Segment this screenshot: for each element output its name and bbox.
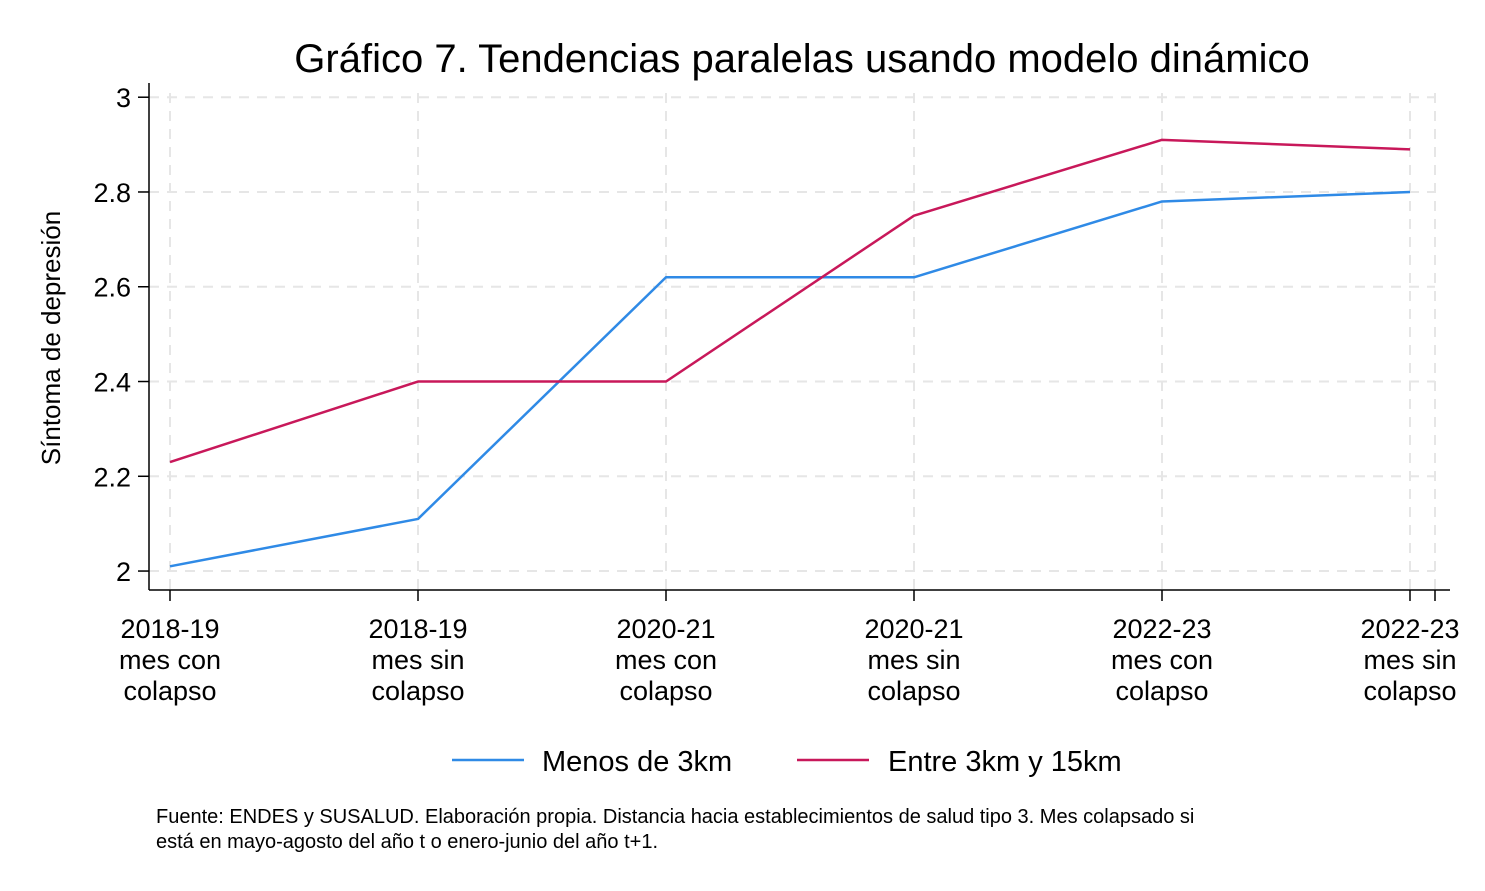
x-tick-label-0-line-0: 2018-19 <box>120 614 219 644</box>
x-tick-label-1-line-2: colapso <box>371 676 464 706</box>
x-tick-label-2-line-1: mes con <box>615 645 717 675</box>
x-tick-label-3-line-2: colapso <box>867 676 960 706</box>
series-line-1 <box>169 138 1411 464</box>
series-line-0 <box>169 190 1411 568</box>
x-tick-label-5-line-1: mes sin <box>1363 645 1456 675</box>
x-tick-label-4: 2022-23 mes con colapso <box>1111 614 1213 706</box>
grid-lines <box>149 93 1436 590</box>
x-tick-label-1-line-1: mes sin <box>371 645 464 675</box>
chart-title: Gráfico 7. Tendencias paralelas usando m… <box>294 37 1309 81</box>
source-note-line-1: Fuente: ENDES y SUSALUD. Elaboración pro… <box>156 806 1194 828</box>
x-tick-label-3-line-1: mes sin <box>867 645 960 675</box>
legend-label-0: Menos de 3km <box>542 746 732 778</box>
x-tick-label-3: 2020-21 mes sin colapso <box>864 614 963 706</box>
y-tick-label-2: 2.4 <box>93 368 131 398</box>
y-axis-label: Síntoma de depresión <box>36 211 66 465</box>
x-tick-label-0-line-2: colapso <box>123 676 216 706</box>
x-tick-label-4-line-2: colapso <box>1115 676 1208 706</box>
source-note-line-2: está en mayo-agosto del año t o enero-ju… <box>156 831 658 853</box>
x-tick-label-1-line-0: 2018-19 <box>368 614 467 644</box>
x-tick-label-4-line-0: 2022-23 <box>1112 614 1211 644</box>
y-tick-label-5: 3 <box>116 83 131 113</box>
x-tick-label-5-line-2: colapso <box>1363 676 1456 706</box>
x-tick-label-1: 2018-19 mes sin colapso <box>368 614 467 706</box>
x-tick-label-5: 2022-23 mes sin colapso <box>1360 614 1459 706</box>
axes <box>138 83 1450 601</box>
y-tick-label-3: 2.6 <box>93 273 131 303</box>
x-tick-label-2-line-2: colapso <box>619 676 712 706</box>
x-tick-label-0-line-1: mes con <box>119 645 221 675</box>
legend-label-1: Entre 3km y 15km <box>888 746 1122 778</box>
x-tick-label-0: 2018-19 mes con colapso <box>119 614 221 706</box>
x-tick-label-5-line-0: 2022-23 <box>1360 614 1459 644</box>
y-tick-label-1: 2.2 <box>93 462 131 492</box>
x-tick-label-3-line-0: 2020-21 <box>864 614 963 644</box>
x-tick-label-2-line-0: 2020-21 <box>616 614 715 644</box>
y-tick-label-0: 2 <box>116 557 131 587</box>
data-series <box>169 138 1411 568</box>
y-tick-label-4: 2.8 <box>93 178 131 208</box>
x-tick-label-4-line-1: mes con <box>1111 645 1213 675</box>
x-tick-label-2: 2020-21 mes con colapso <box>615 614 717 706</box>
legend: Menos de 3km Entre 3km y 15km <box>452 746 1122 778</box>
